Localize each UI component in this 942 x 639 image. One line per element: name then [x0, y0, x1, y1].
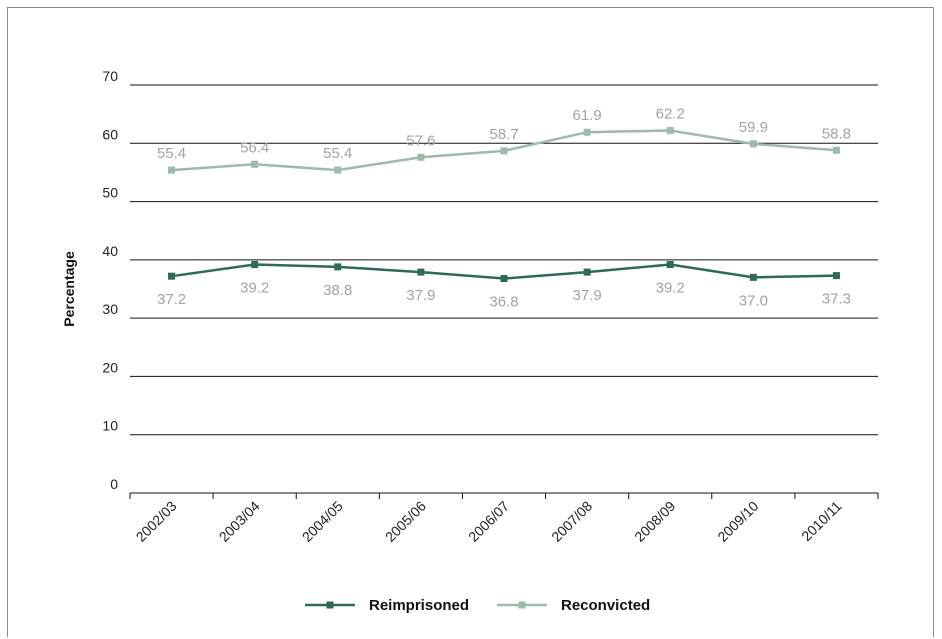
y-tick-label: 10 — [102, 418, 118, 434]
x-tick-label: 2008/09 — [631, 498, 678, 545]
data-point — [500, 147, 508, 155]
legend-marker — [518, 601, 526, 609]
data-point — [666, 126, 674, 134]
y-axis-label: Percentage — [61, 251, 77, 327]
data-label: 39.2 — [656, 280, 685, 297]
data-label: 59.9 — [739, 119, 768, 136]
data-point — [334, 263, 342, 271]
data-label: 37.2 — [157, 291, 186, 308]
y-tick-label: 70 — [102, 68, 118, 84]
data-point — [417, 268, 425, 276]
y-axis-ticks: 0 10 20 30 40 50 60 70 — [102, 68, 118, 492]
x-tick-label: 2005/06 — [382, 498, 429, 545]
data-point — [832, 146, 840, 154]
data-label: 62.2 — [656, 105, 685, 122]
data-point — [251, 160, 259, 168]
legend-label: Reconvicted — [561, 597, 650, 614]
data-label: 36.8 — [489, 294, 518, 311]
x-axis: 2002/03 2003/04 2004/05 2005/06 2006/07 2007/… — [129, 493, 879, 545]
legend: Reimprisoned Reconvicted — [305, 597, 650, 614]
y-tick-label: 0 — [110, 476, 118, 492]
gridlines — [130, 84, 878, 494]
x-tick-label: 2006/07 — [465, 498, 512, 545]
data-label: 57.6 — [406, 132, 435, 149]
y-tick-label: 20 — [102, 359, 118, 375]
x-tick-label: 2010/11 — [798, 498, 845, 545]
x-tick-label: 2003/04 — [216, 498, 263, 545]
data-point — [168, 166, 176, 174]
data-label: 39.2 — [240, 280, 269, 297]
legend-marker — [326, 601, 334, 609]
data-point — [749, 273, 757, 281]
data-point — [500, 275, 508, 283]
data-point — [666, 261, 674, 269]
series-group — [168, 126, 840, 283]
data-labels: 37.2 39.2 38.8 37.9 36.8 37.9 39.2 37.0 37.3 55.4… — [157, 105, 851, 310]
data-label: 58.7 — [489, 126, 518, 143]
data-label: 55.4 — [157, 145, 186, 162]
data-label: 37.3 — [822, 291, 851, 308]
y-tick-label: 40 — [102, 243, 118, 259]
x-tick-label: 2002/03 — [133, 498, 180, 545]
data-point — [832, 272, 840, 280]
data-point — [168, 272, 176, 280]
data-point — [583, 128, 591, 136]
y-tick-label: 30 — [102, 301, 118, 317]
legend-label: Reimprisoned — [369, 597, 469, 614]
data-point — [334, 166, 342, 174]
chart-frame — [7, 7, 934, 637]
data-label: 37.9 — [406, 287, 435, 304]
x-tick-label: 2009/10 — [714, 498, 761, 545]
data-label: 61.9 — [573, 107, 602, 124]
data-label: 37.9 — [573, 287, 602, 304]
x-tick-label: 2004/05 — [299, 498, 346, 545]
data-point — [583, 268, 591, 276]
data-label: 38.8 — [323, 282, 352, 299]
data-label: 55.4 — [323, 145, 352, 162]
data-point — [749, 140, 757, 148]
data-point — [417, 153, 425, 161]
y-tick-label: 50 — [102, 185, 118, 201]
data-label: 37.0 — [739, 292, 768, 309]
data-label: 58.8 — [822, 125, 851, 142]
x-tick-label: 2007/08 — [548, 498, 595, 545]
y-tick-label: 60 — [102, 126, 118, 142]
data-label: 56.4 — [240, 139, 269, 156]
data-point — [251, 261, 259, 269]
